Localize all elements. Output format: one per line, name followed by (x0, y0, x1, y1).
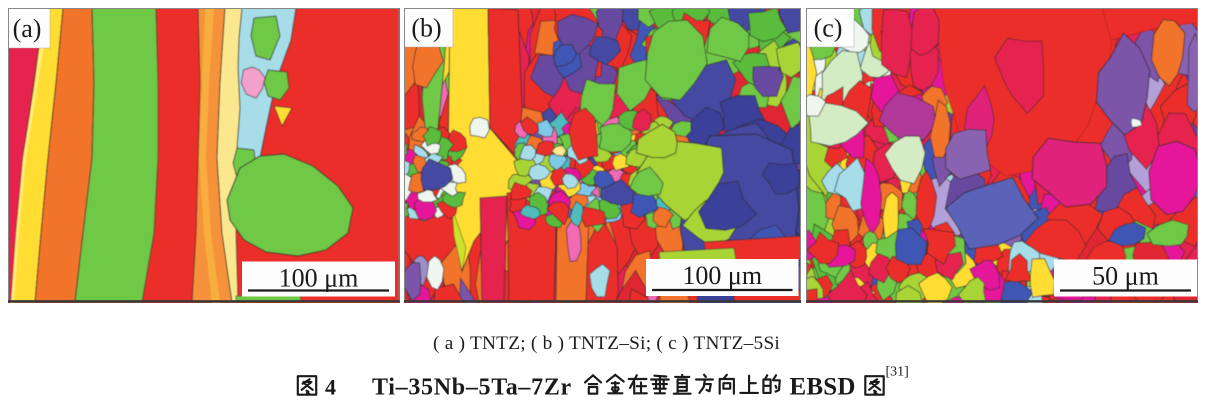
svg-text:[31]: [31] (886, 365, 909, 380)
svg-text:100 μm: 100 μm (279, 264, 359, 293)
svg-text:50 μm: 50 μm (1092, 262, 1159, 291)
svg-text:100 μm: 100 μm (682, 261, 762, 290)
svg-text:(a): (a) (13, 14, 42, 43)
svg-text:EBSD: EBSD (790, 373, 856, 400)
svg-text:(b): (b) (411, 14, 441, 43)
svg-text:4: 4 (325, 374, 336, 399)
svg-text:(c): (c) (813, 14, 842, 43)
svg-text:Ti–35Nb–5Ta–7Zr: Ti–35Nb–5Ta–7Zr (372, 374, 572, 400)
